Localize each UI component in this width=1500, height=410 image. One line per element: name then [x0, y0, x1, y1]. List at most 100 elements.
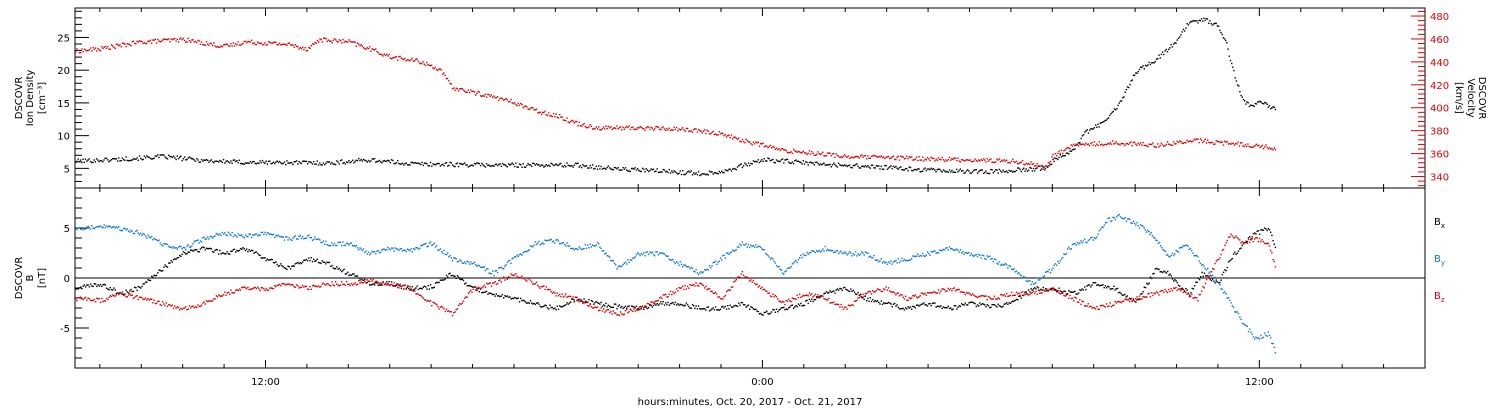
- data-point: [917, 297, 919, 299]
- data-point: [693, 270, 695, 272]
- data-point: [957, 157, 959, 159]
- data-point: [214, 160, 216, 162]
- data-point: [246, 42, 248, 44]
- data-point: [314, 260, 316, 262]
- data-point: [1092, 282, 1094, 284]
- data-point: [1143, 144, 1145, 147]
- data-point: [970, 172, 973, 174]
- data-point: [542, 285, 544, 288]
- data-point: [615, 303, 617, 305]
- data-point: [406, 286, 409, 289]
- data-point: [847, 155, 850, 157]
- data-point: [261, 231, 264, 233]
- data-point: [607, 165, 610, 167]
- data-point: [545, 286, 547, 288]
- data-point: [544, 304, 546, 306]
- data-point: [78, 160, 81, 163]
- data-point: [1210, 142, 1212, 144]
- data-point: [274, 285, 276, 287]
- data-point: [414, 161, 416, 164]
- data-point: [694, 173, 696, 175]
- data-point: [1157, 143, 1159, 145]
- data-point: [870, 256, 873, 259]
- data-point: [360, 278, 362, 280]
- data-point: [1128, 218, 1130, 220]
- data-point: [93, 283, 95, 285]
- data-point: [281, 283, 283, 285]
- data-point: [1085, 288, 1087, 291]
- data-point: [271, 162, 273, 164]
- data-point: [1271, 342, 1273, 345]
- data-point: [1023, 275, 1025, 278]
- data-point: [958, 251, 960, 253]
- data-point: [572, 166, 574, 168]
- data-point: [384, 249, 387, 251]
- data-point: [376, 50, 378, 53]
- data-point: [879, 168, 881, 170]
- data-point: [869, 157, 871, 159]
- data-point: [671, 259, 673, 261]
- data-point: [1261, 337, 1263, 339]
- data-point: [421, 244, 423, 247]
- data-point: [696, 284, 699, 287]
- data-point: [618, 169, 621, 171]
- data-point: [477, 288, 479, 290]
- data-point: [378, 252, 381, 254]
- data-point: [1107, 117, 1110, 119]
- data-point: [237, 41, 239, 43]
- data-point: [1249, 104, 1252, 106]
- data-point: [154, 155, 157, 157]
- data-point: [498, 267, 500, 269]
- data-point: [462, 300, 465, 302]
- data-point: [1023, 163, 1025, 166]
- data-point: [701, 283, 703, 286]
- data-point: [735, 305, 737, 307]
- data-point: [239, 234, 242, 237]
- data-point: [668, 168, 670, 171]
- data-point: [424, 64, 427, 67]
- data-point: [1207, 139, 1209, 141]
- data-point: [520, 102, 522, 105]
- data-point: [159, 269, 161, 272]
- data-point: [343, 244, 345, 246]
- data-point: [857, 165, 859, 167]
- data-point: [802, 304, 804, 307]
- data-point: [436, 163, 438, 165]
- data-point: [109, 287, 111, 289]
- data-point: [427, 285, 429, 287]
- data-point: [439, 306, 442, 308]
- data-point: [229, 253, 231, 255]
- data-point: [714, 172, 717, 174]
- data-point: [204, 159, 206, 161]
- data-point: [823, 293, 825, 295]
- data-point: [315, 285, 317, 287]
- data-point: [149, 279, 152, 282]
- data-point: [207, 300, 209, 303]
- data-point: [941, 288, 943, 290]
- data-point: [701, 173, 703, 175]
- data-point: [534, 109, 537, 111]
- data-point: [942, 248, 945, 251]
- data-point: [552, 308, 555, 310]
- data-point: [725, 252, 728, 254]
- data-point: [477, 264, 479, 266]
- data-point: [410, 59, 412, 61]
- data-point: [956, 159, 958, 162]
- data-point: [103, 224, 105, 226]
- data-point: [1194, 255, 1197, 257]
- data-point: [990, 258, 992, 260]
- data-point: [969, 293, 971, 295]
- data-point: [900, 166, 902, 168]
- data-point: [931, 292, 934, 294]
- data-point: [215, 295, 217, 297]
- data-point: [1043, 275, 1046, 277]
- data-point: [412, 248, 415, 250]
- data-point: [494, 163, 496, 166]
- data-point: [781, 307, 784, 309]
- data-point: [358, 43, 360, 45]
- data-point: [638, 169, 640, 172]
- data-point: [637, 252, 639, 254]
- data-point: [697, 129, 700, 131]
- data-point: [1150, 232, 1152, 234]
- data-point: [785, 299, 787, 302]
